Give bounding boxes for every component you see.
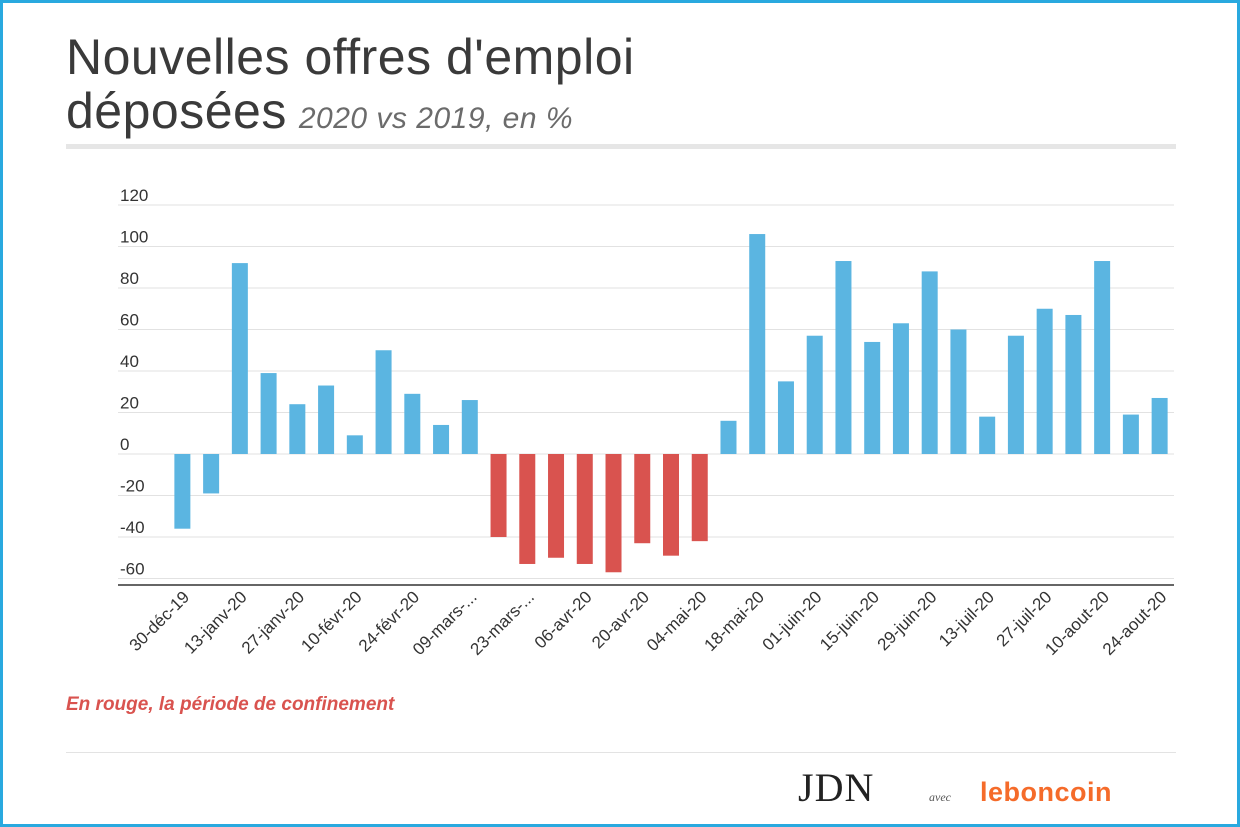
bar	[490, 454, 507, 537]
bar	[375, 350, 392, 454]
bar	[979, 416, 996, 454]
bar	[203, 454, 220, 494]
bar	[1065, 314, 1082, 454]
x-tick-label: 18-mai-20	[700, 587, 768, 655]
bar	[806, 335, 823, 454]
y-tick-label: 0	[120, 435, 129, 454]
footer-divider	[66, 752, 1176, 753]
bar	[749, 234, 766, 454]
bar	[663, 454, 679, 556]
chart-subtitle: 2020 vs 2019, en %	[298, 102, 574, 135]
chart-title-line2: déposées	[66, 83, 287, 139]
bar	[174, 454, 191, 529]
y-tick-label: 60	[120, 311, 139, 330]
avec-label: avec	[929, 790, 951, 804]
y-tick-label: 80	[120, 269, 139, 288]
x-tick-label: 13-juil-20	[935, 587, 998, 650]
bar	[892, 323, 909, 454]
bar	[605, 454, 622, 573]
bar	[835, 261, 852, 454]
title-divider	[66, 144, 1176, 149]
bar	[1036, 308, 1053, 454]
bar	[1007, 335, 1024, 454]
chart-title: Nouvelles offres d'emploi déposées 2020 v…	[66, 30, 635, 146]
bar	[318, 385, 335, 454]
chart-title-line1: Nouvelles offres d'emploi	[66, 29, 635, 85]
bar	[433, 424, 450, 454]
bar	[404, 393, 421, 454]
confinement-note: En rouge, la période de confinement	[66, 694, 395, 715]
y-tick-label: -60	[120, 560, 145, 579]
bar	[346, 435, 363, 454]
bar	[864, 341, 881, 454]
bar	[461, 400, 478, 454]
x-tick-label: 01-juin-20	[759, 587, 826, 654]
bar	[634, 454, 651, 544]
bar	[260, 373, 277, 454]
bar	[576, 454, 593, 564]
bar	[1122, 414, 1139, 454]
x-tick-label: 15-juin-20	[816, 587, 883, 654]
x-tick-label: 04-mai-20	[643, 587, 711, 655]
y-tick-label: 100	[120, 228, 148, 247]
bar	[289, 404, 306, 454]
bar	[921, 271, 938, 454]
bar	[777, 381, 794, 454]
bar	[691, 454, 708, 542]
y-tick-label: -40	[120, 518, 145, 537]
bar	[1151, 397, 1168, 454]
bar	[231, 263, 248, 454]
bar	[1094, 261, 1111, 454]
y-tick-label: 40	[120, 352, 139, 371]
bar	[720, 420, 737, 454]
x-tick-label: 06-avr-20	[531, 587, 596, 652]
x-tick-label: 27-janv-20	[238, 587, 308, 657]
y-tick-label: 120	[120, 186, 148, 205]
bar	[548, 454, 565, 558]
x-tick-label: 10-févr-20	[297, 587, 365, 655]
jdn-logo: JDN	[798, 765, 875, 810]
bar	[950, 329, 967, 454]
leboncoin-logo: leboncoin	[980, 777, 1112, 807]
x-tick-label: 29-juin-20	[874, 587, 941, 654]
y-tick-label: 20	[120, 394, 139, 413]
y-tick-label: -20	[120, 477, 145, 496]
bar	[519, 454, 536, 564]
